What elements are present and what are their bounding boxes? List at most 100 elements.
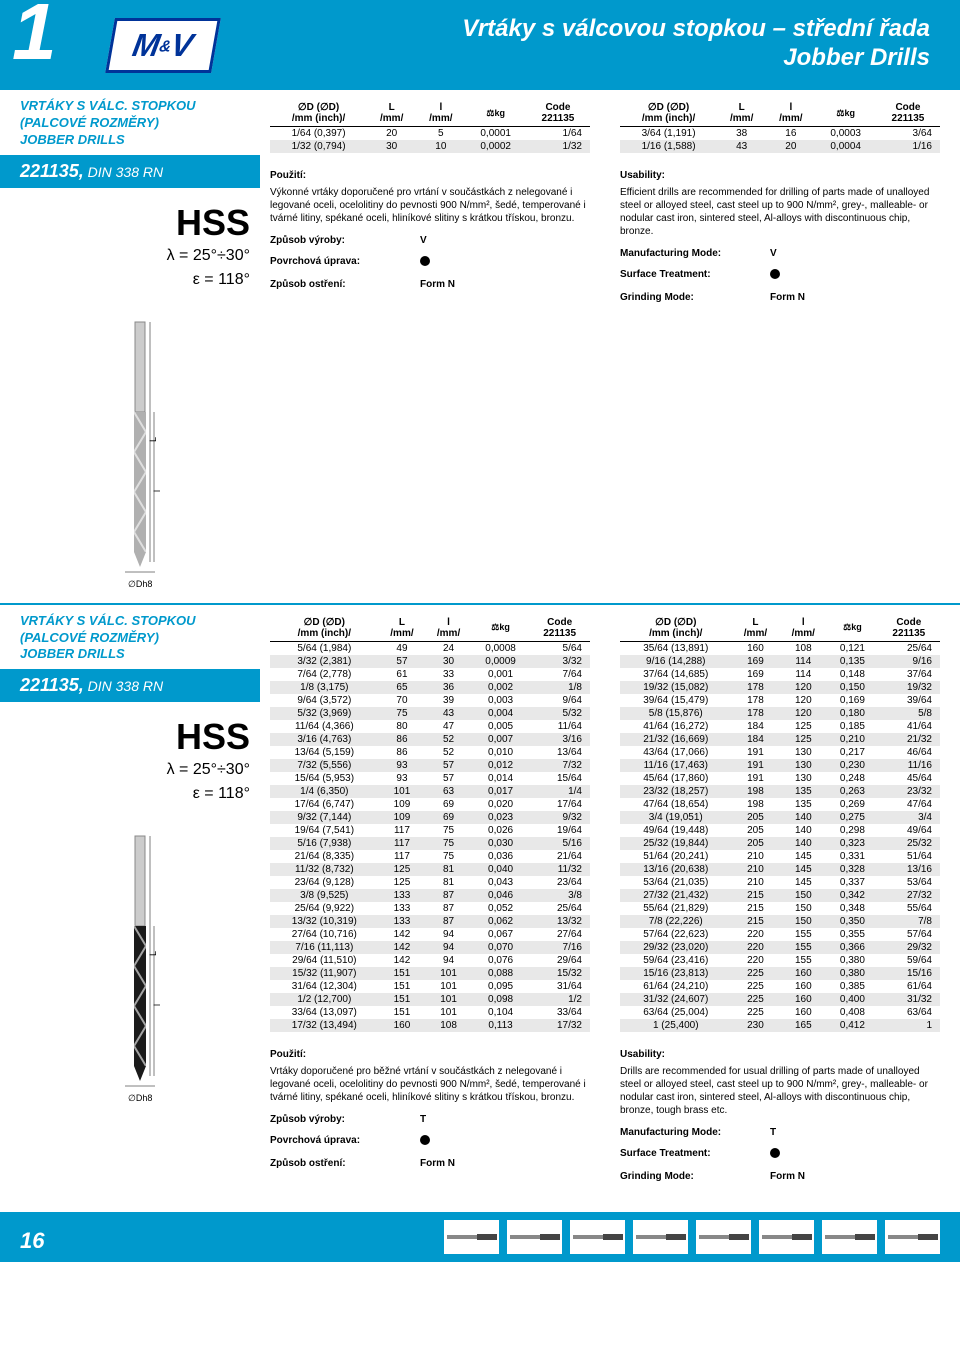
table-row: 1/32 (0,794)30100,00021/32 xyxy=(270,140,590,153)
svg-text:l: l xyxy=(152,490,162,492)
cell-code: 29/64 xyxy=(529,954,590,967)
page-number: 1 xyxy=(12,0,57,72)
cell-l: 86 xyxy=(379,746,426,759)
table-row: 13/64 (5,159)86520,01013/64 xyxy=(270,746,590,759)
cell-kg: 0,210 xyxy=(827,733,877,746)
cell-kg: 0,004 xyxy=(472,707,529,720)
cell-kg: 0,0001 xyxy=(465,127,526,141)
cell-d: 47/64 (18,654) xyxy=(620,798,732,811)
desc-title: Usability: xyxy=(620,169,940,182)
cell-kg: 0,350 xyxy=(827,915,877,928)
drill-icon xyxy=(444,1220,499,1254)
cell-i: 140 xyxy=(779,824,827,837)
spec-value: T xyxy=(420,1114,426,1125)
cell-d: 25/64 (9,922) xyxy=(270,902,379,915)
cell-d: 17/64 (6,747) xyxy=(270,798,379,811)
table-row: 7/16 (11,113)142940,0707/16 xyxy=(270,941,590,954)
cell-l: 38 xyxy=(717,127,766,141)
cell-code: 5/32 xyxy=(529,707,590,720)
cell-code: 5/64 xyxy=(529,641,590,655)
spec-label: Způsob ostření: xyxy=(270,279,420,290)
table-row: 25/32 (19,844)2051400,32325/32 xyxy=(620,837,940,850)
cell-kg: 0,113 xyxy=(472,1019,529,1032)
cell-d: 27/32 (21,432) xyxy=(620,889,732,902)
cell-d: 41/64 (16,272) xyxy=(620,720,732,733)
cell-code: 15/64 xyxy=(529,772,590,785)
spec-row: Surface Treatment: xyxy=(620,1148,940,1161)
table-row: 19/32 (15,082)1781200,15019/32 xyxy=(620,681,940,694)
table-row: 27/64 (10,716)142940,06727/64 xyxy=(270,928,590,941)
cell-code: 3/64 xyxy=(876,127,940,141)
lambda-formula: λ = 25°÷30° xyxy=(20,758,250,782)
cell-kg: 0,0003 xyxy=(815,127,876,141)
data-column-right: ∅D (∅D)/mm (inch)/L/mm/l/mm/⚖kgCode22113… xyxy=(620,615,940,1182)
lambda-formula: λ = 25°÷30° xyxy=(20,244,250,268)
cell-code: 1/8 xyxy=(529,681,590,694)
cell-kg: 0,385 xyxy=(827,980,877,993)
table-row: 7/64 (2,778)61330,0017/64 xyxy=(270,668,590,681)
product-section: VRTÁKY S VÁLC. STOPKOU (PALCOVÉ ROZMĚRY)… xyxy=(0,88,960,603)
spec-label: Povrchová úprava: xyxy=(270,1135,420,1148)
spec-row: Grinding Mode:Form N xyxy=(620,292,940,303)
cell-kg: 0,328 xyxy=(827,863,877,876)
cell-kg: 0,020 xyxy=(472,798,529,811)
cell-kg: 0,275 xyxy=(827,811,877,824)
cell-l: 93 xyxy=(379,772,426,785)
cell-code: 7/32 xyxy=(529,759,590,772)
cell-d: 29/32 (23,020) xyxy=(620,941,732,954)
cell-code: 41/64 xyxy=(878,720,940,733)
cell-code: 1 xyxy=(878,1019,940,1032)
cell-i: 39 xyxy=(425,694,472,707)
cell-code: 21/32 xyxy=(878,733,940,746)
cell-kg: 0,298 xyxy=(827,824,877,837)
cell-d: 23/64 (9,128) xyxy=(270,876,379,889)
cell-l: 142 xyxy=(379,941,426,954)
svg-text:L: L xyxy=(148,951,158,956)
cell-kg: 0,150 xyxy=(827,681,877,694)
cell-code: 9/32 xyxy=(529,811,590,824)
description-en: Usability:Drills are recommended for usu… xyxy=(620,1048,940,1117)
cell-l: 210 xyxy=(732,876,780,889)
cell-kg: 0,230 xyxy=(827,759,877,772)
svg-text:∅Dh8: ∅Dh8 xyxy=(128,1093,152,1103)
spec-label: Manufacturing Mode: xyxy=(620,1127,770,1138)
cell-l: 142 xyxy=(379,928,426,941)
cell-code: 31/32 xyxy=(878,993,940,1006)
table-row: 5/16 (7,938)117750,0305/16 xyxy=(270,837,590,850)
cell-code: 5/8 xyxy=(878,707,940,720)
spec-label: Způsob výroby: xyxy=(270,235,420,246)
cell-i: 81 xyxy=(425,863,472,876)
cell-l: 191 xyxy=(732,746,780,759)
table-row: 3/4 (19,051)2051400,2753/4 xyxy=(620,811,940,824)
data-column-left: ∅D (∅D)/mm (inch)/L/mm/l/mm/⚖kgCode22113… xyxy=(270,100,590,593)
cell-kg: 0,036 xyxy=(472,850,529,863)
spec-row: Způsob výroby:T xyxy=(270,1114,590,1125)
cell-d: 63/64 (25,004) xyxy=(620,1006,732,1019)
cell-kg: 0,269 xyxy=(827,798,877,811)
cell-d: 1/4 (6,350) xyxy=(270,785,379,798)
cell-d: 1 (25,400) xyxy=(620,1019,732,1032)
cell-l: 125 xyxy=(379,863,426,876)
spec-value xyxy=(770,269,780,282)
cell-l: 198 xyxy=(732,785,780,798)
cell-kg: 0,0008 xyxy=(472,641,529,655)
table-row: 53/64 (21,035)2101450,33753/64 xyxy=(620,876,940,889)
drill-icon xyxy=(759,1220,814,1254)
cell-i: 16 xyxy=(766,127,815,141)
cell-d: 7/16 (11,113) xyxy=(270,941,379,954)
cell-i: 101 xyxy=(425,993,472,1006)
table-row: 43/64 (17,066)1911300,21746/64 xyxy=(620,746,940,759)
spec-label: Povrchová úprava: xyxy=(270,256,420,269)
cell-d: 7/32 (5,556) xyxy=(270,759,379,772)
cell-code: 23/64 xyxy=(529,876,590,889)
cell-code: 11/32 xyxy=(529,863,590,876)
cell-l: 191 xyxy=(732,772,780,785)
left-column: VRTÁKY S VÁLC. STOPKOU (PALCOVÉ ROZMĚRY)… xyxy=(0,605,270,1192)
cell-d: 5/32 (3,969) xyxy=(270,707,379,720)
table-row: 23/64 (9,128)125810,04323/64 xyxy=(270,876,590,889)
th-l: L/mm/ xyxy=(732,615,780,642)
th-i: l/mm/ xyxy=(779,615,827,642)
cell-l: 160 xyxy=(379,1019,426,1032)
cell-l: 184 xyxy=(732,720,780,733)
table-row: 7/32 (5,556)93570,0127/32 xyxy=(270,759,590,772)
